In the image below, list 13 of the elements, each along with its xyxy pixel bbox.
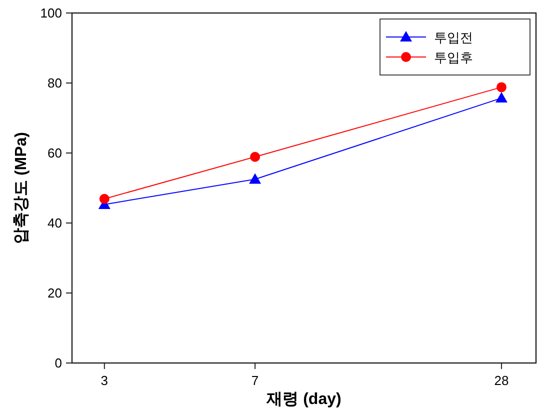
x-tick-label: 28 <box>494 373 509 388</box>
legend-label: 투입전 <box>434 30 473 45</box>
y-tick-label: 60 <box>48 146 62 160</box>
y-tick-label: 80 <box>48 76 62 90</box>
y-tick-label: 40 <box>48 216 62 230</box>
x-tick-label: 3 <box>100 373 108 388</box>
y-axis-title: 압축강도 (MPa) <box>13 132 30 244</box>
y-tick-label: 20 <box>48 286 62 300</box>
y-tick-label: 0 <box>54 356 62 370</box>
x-axis-title: 재령 (day) <box>266 391 342 408</box>
y-tick-label: 100 <box>40 6 62 20</box>
x-tick-label: 7 <box>251 373 259 388</box>
legend-label: 투입후 <box>434 50 473 65</box>
